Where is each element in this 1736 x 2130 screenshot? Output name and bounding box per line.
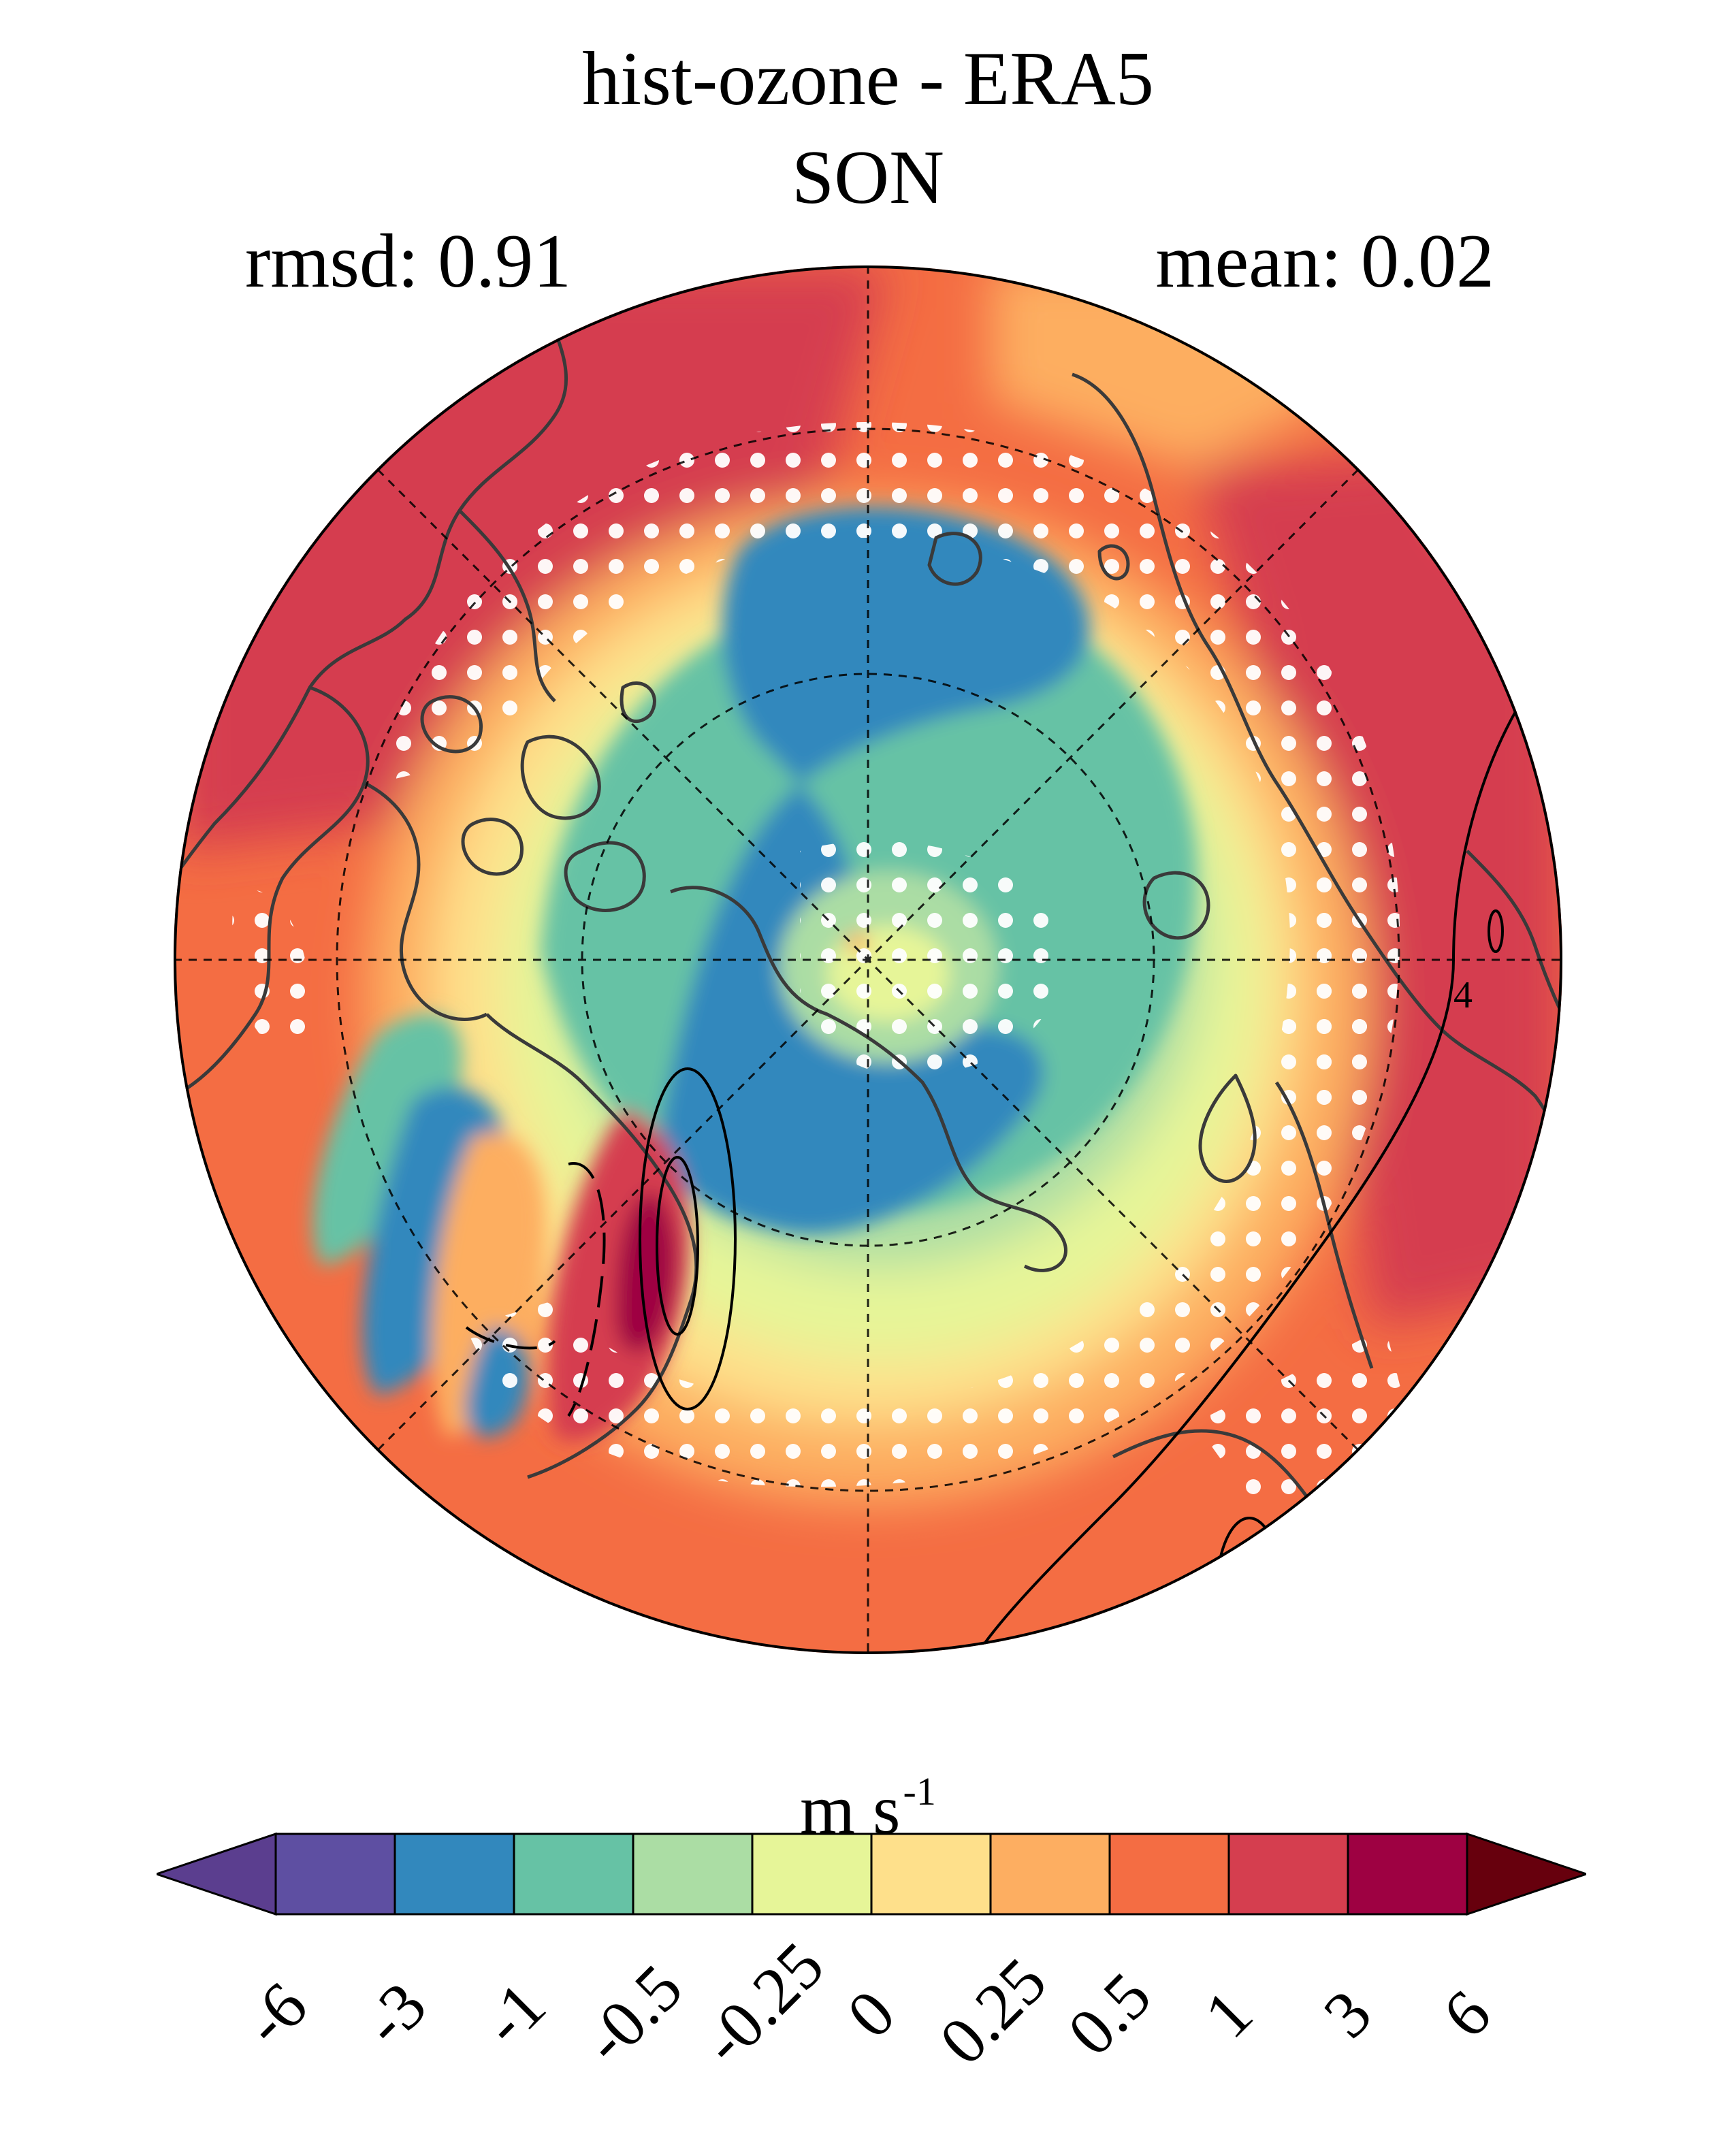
colorbar-bin [751, 1833, 873, 1916]
colorbar-tick-label: 3 [1310, 1976, 1386, 2052]
mean-label: mean: 0.02 [1155, 219, 1494, 304]
map-boundary [174, 265, 1562, 1654]
colorbar-extend-low [157, 1832, 277, 1916]
rmsd-label: rmsd: 0.91 [245, 219, 572, 304]
colorbar-tick-label: -0.25 [688, 1929, 838, 2079]
colorbar-tick-label: 1 [1191, 1976, 1267, 2052]
colorbar-bin [1108, 1833, 1230, 1916]
colorbar [157, 1832, 1586, 1916]
colorbar-bin [1347, 1833, 1468, 1916]
colorbar-bin [870, 1833, 992, 1916]
colorbar-bin [1227, 1833, 1349, 1916]
colorbar-tick-label: -6 [229, 1968, 322, 2061]
graticule [174, 265, 1562, 1654]
polar-map: 4 [174, 265, 1562, 1654]
colorbar-bin [989, 1833, 1111, 1916]
colorbar-tick-label: 0.25 [926, 1944, 1061, 2079]
colorbar-tick-label: -3 [349, 1968, 441, 2061]
colorbar-tick-label: 0.5 [1054, 1958, 1166, 2070]
colorbar-bin [393, 1833, 515, 1916]
stippling [232, 422, 1413, 1518]
colorbar-tick-label: -0.5 [569, 1950, 697, 2078]
figure-title: hist-ozone - ERA5 [582, 37, 1154, 121]
colorbar-bin [274, 1833, 396, 1916]
colorbar-bin [632, 1833, 754, 1916]
colorbar-tick-label: -1 [468, 1968, 560, 2061]
colorbar-extend-high [1466, 1832, 1586, 1916]
colorbar-bin [513, 1833, 634, 1916]
colorbar-tick-label: 6 [1429, 1976, 1505, 2052]
season-label: SON [791, 135, 945, 220]
units-exponent: -1 [903, 1769, 936, 1813]
contour-label: 4 [1453, 974, 1473, 1016]
contour-lines: 4 [465, 700, 1523, 1654]
